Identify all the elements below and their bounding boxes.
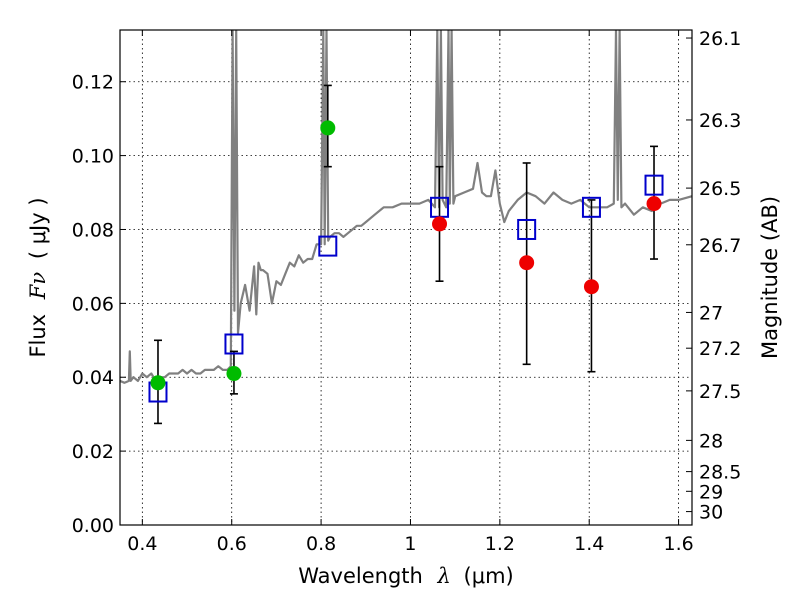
- magnitude-tick-label: 30: [699, 502, 723, 524]
- grid: [120, 30, 692, 525]
- model-photometry-square: [224, 333, 244, 355]
- model-photometry-square: [581, 196, 601, 218]
- y-axis-label-symbol: Fν: [26, 272, 50, 301]
- model-photometry-square: [517, 218, 537, 240]
- y-tick-label: 0.02: [72, 441, 114, 463]
- y-tick-label: 0.00: [72, 515, 114, 537]
- magnitude-tick-label: 26.5: [699, 178, 741, 200]
- y-tick-label: 0.10: [72, 146, 114, 168]
- spectrum-line: [120, 30, 692, 384]
- magnitude-tick-label: 28: [699, 430, 723, 452]
- magnitude-axis-label: Magnitude (AB): [758, 196, 782, 359]
- magnitude-tick-label: 27: [699, 302, 723, 324]
- x-tick-label: 1.4: [574, 533, 604, 555]
- ticks: [120, 30, 692, 526]
- y-tick-label: 0.04: [72, 367, 114, 389]
- magnitude-tick-label: 27.5: [699, 381, 741, 403]
- x-axis-label-text: Wavelength: [298, 564, 423, 588]
- observed-red-point: [432, 216, 448, 232]
- model-photometry-square: [644, 174, 664, 196]
- y-tick-label: 0.08: [72, 219, 114, 241]
- x-tick-label: 0.8: [306, 533, 336, 555]
- x-tick-label: 0.4: [127, 533, 157, 555]
- observed-green-point: [226, 366, 242, 382]
- plot-frame: [119, 29, 693, 526]
- x-tick-label: 1.2: [485, 533, 515, 555]
- observed-green-point: [150, 375, 166, 391]
- x-tick-label: 1: [404, 533, 416, 555]
- x-axis-label-unit: (μm): [464, 564, 514, 588]
- y-axis-label: Flux Fν ( μJy ): [26, 197, 50, 357]
- model-photometry-square: [318, 235, 338, 257]
- magnitude-tick-label: 26.3: [699, 110, 741, 132]
- magnitude-tick-label: 27.2: [699, 338, 741, 360]
- magnitude-tick-label: 29: [699, 481, 723, 503]
- x-axis-label-symbol: λ: [437, 564, 451, 588]
- y-tick-label: 0.06: [72, 293, 114, 315]
- observed-red-point: [646, 196, 662, 212]
- y-axis-label-text: Flux: [26, 314, 50, 358]
- tick-labels: 0.4 0.6 0.8 1 1.2 1.4 1.6 0.00 0.02 0.04 0.06 0.08 0…: [72, 28, 742, 555]
- x-axis-label: Wavelength λ (μm): [298, 564, 513, 588]
- observed-red-point: [519, 255, 535, 271]
- y-tick-label: 0.12: [72, 72, 114, 94]
- magnitude-tick-label: 28.5: [699, 462, 741, 484]
- x-tick-label: 0.6: [217, 533, 247, 555]
- observed-green-point: [320, 120, 336, 136]
- x-tick-label: 1.6: [663, 533, 693, 555]
- magnitude-tick-label: 26.1: [699, 28, 741, 50]
- plot-area: [120, 30, 692, 425]
- magnitude-tick-label: 26.7: [699, 235, 741, 257]
- observed-red-point: [583, 279, 599, 295]
- y-axis-label-unit: ( μJy ): [26, 197, 50, 259]
